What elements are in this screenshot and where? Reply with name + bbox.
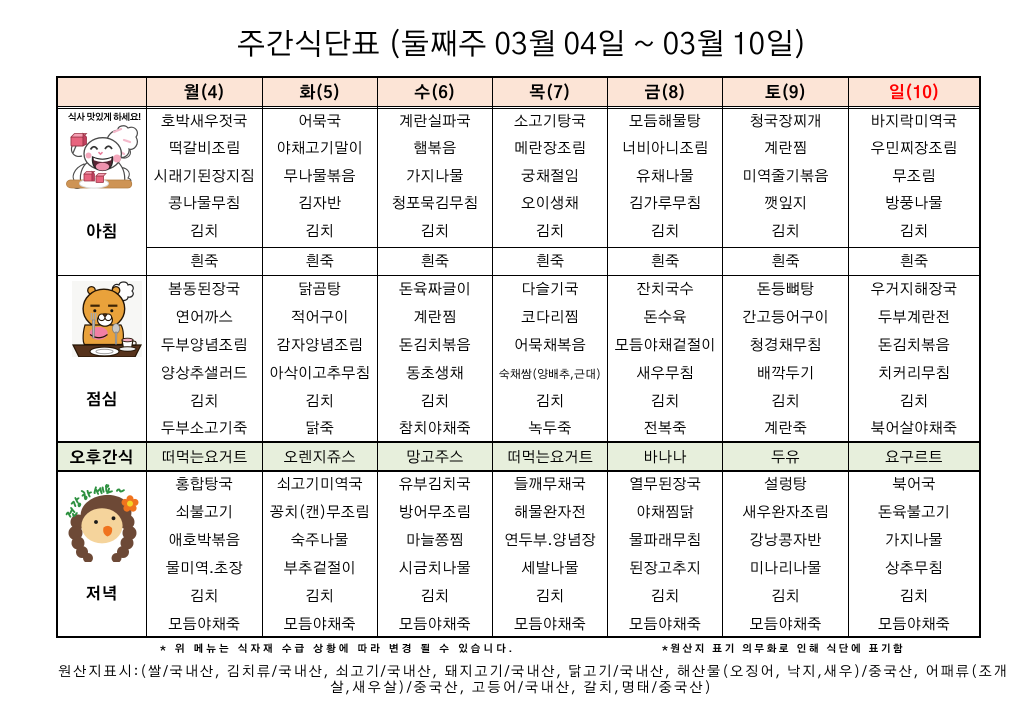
svg-text:~: ~: [115, 484, 126, 501]
svg-text:세: 세: [92, 483, 106, 501]
svg-text:요: 요: [105, 483, 114, 499]
